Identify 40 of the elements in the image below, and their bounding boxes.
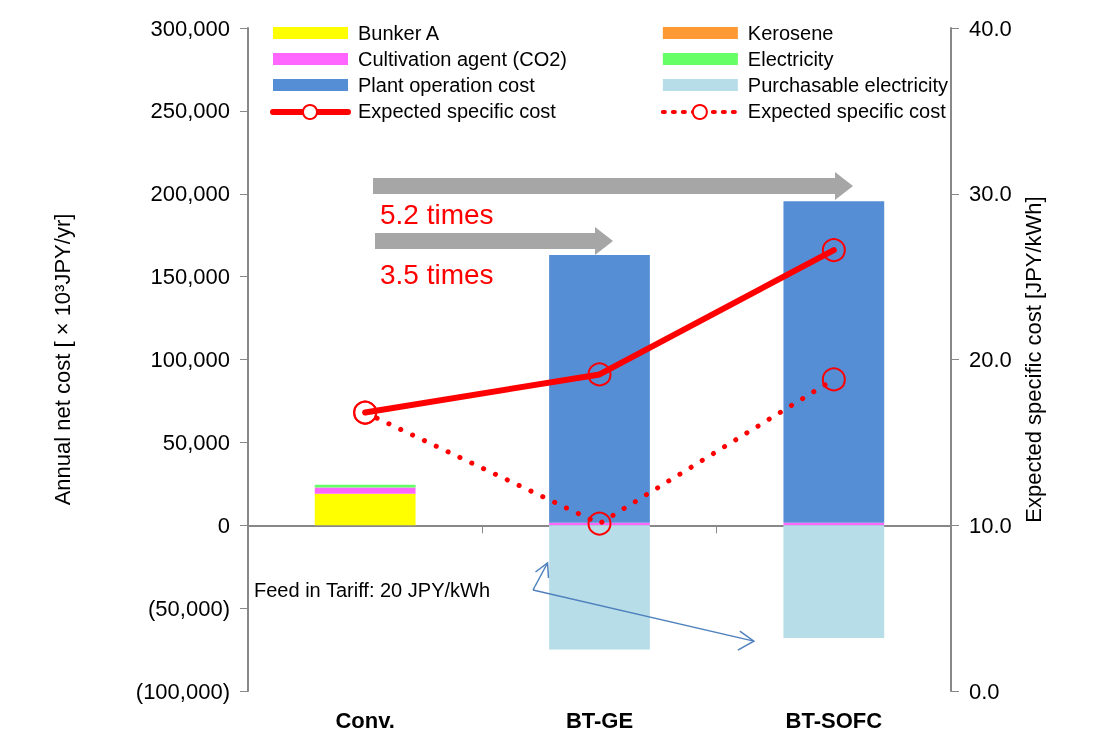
point [587,511,612,536]
x-tick-label: BT-GE [565,707,634,733]
x-tick-label: BT-SOFC [785,707,883,733]
y-axis-title: Annual net cost [ × 10³JPY/yr] [49,213,75,506]
bar [783,201,885,523]
y-tick-label: (50,000) [148,595,230,621]
y2-tick-label: 10.0 [969,512,1012,538]
y-tick-label: 0 [217,512,230,538]
legend-label: Expected specific cost [747,100,947,122]
bar [314,493,416,526]
y-tick-label: 300,000 [150,15,230,41]
point [821,238,846,263]
legend-label: Kerosene [747,22,834,44]
bar [783,525,885,638]
x-tick-label: Conv. [335,707,395,733]
y-tick-label: 50,000 [162,429,230,455]
y-tick-label: (100,000) [135,678,230,704]
bar [549,525,650,650]
bar [314,484,416,488]
point [587,362,612,387]
y2-tick-label: 40.0 [969,15,1012,41]
y2-tick-label: 20.0 [969,347,1012,372]
y2-tick-label: 0.0 [969,678,1000,704]
y-tick-label: 200,000 [150,181,230,207]
y-tick-label: 250,000 [150,98,230,124]
legend-label: Cultivation agent (CO2) [358,48,567,70]
annotation: Feed in Tariff: 20 JPY/kWh [254,579,491,601]
y-tick-label: 100,000 [150,347,230,372]
bar [314,487,416,494]
y2-axis-title: Expected specific cost [JPY/kWh] [1021,196,1047,523]
legend-label: Plant operation cost [358,74,536,96]
y-tick-label: 150,000 [150,264,230,290]
point [821,367,846,392]
legend-label: Bunker A [358,22,440,44]
legend-label: Electricity [747,48,834,70]
legend-label: Expected specific cost [358,100,557,122]
annotation: 3.5 times [380,258,494,290]
annotation: 5.2 times [380,198,494,230]
legend-label: Purchasable electricity [747,74,948,96]
y2-tick-label: 30.0 [969,181,1012,207]
